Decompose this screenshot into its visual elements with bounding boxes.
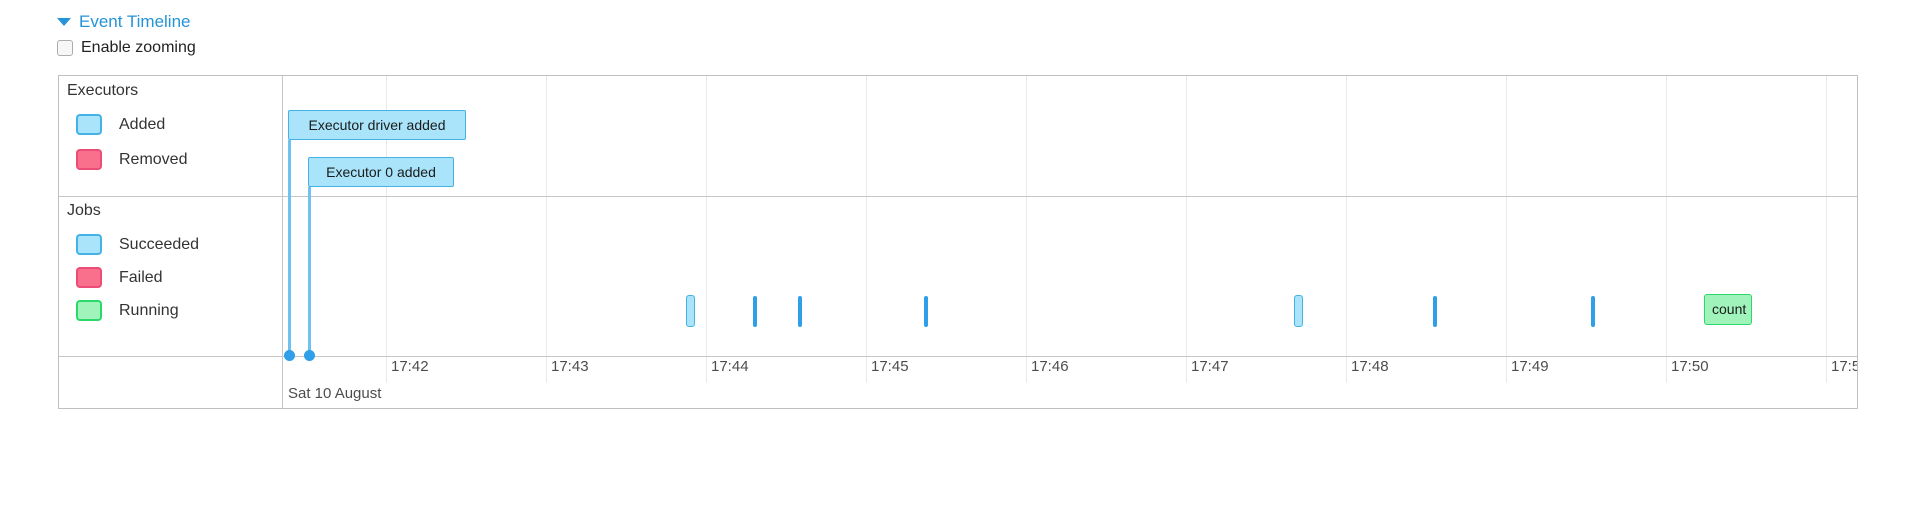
legend-item-added: Added (76, 114, 165, 135)
legend-item-removed: Removed (76, 149, 187, 170)
legend-label: Succeeded (119, 235, 200, 253)
axis-label: 17:46 (1031, 358, 1069, 375)
running-swatch (76, 300, 102, 321)
gridline (1186, 76, 1187, 356)
axis-label: 17:47 (1191, 358, 1229, 375)
axis-label: 17:42 (391, 358, 429, 375)
gridline (866, 76, 867, 356)
added-swatch (76, 114, 102, 135)
timeline-chart[interactable]: Executors Added Removed Jobs Succeeded F… (58, 75, 1858, 409)
legend-label: Running (119, 301, 179, 319)
job-item[interactable] (686, 295, 695, 327)
gridline (1346, 76, 1347, 356)
legend-label: Added (119, 115, 166, 133)
axis-tick (1346, 356, 1347, 383)
enable-zooming-checkbox[interactable] (57, 40, 73, 56)
event-dot (304, 350, 315, 361)
gridline (706, 76, 707, 356)
enable-zooming-row: Enable zooming (57, 39, 196, 57)
legend-item-running: Running (76, 300, 179, 321)
failed-swatch (76, 267, 102, 288)
gridline (1666, 76, 1667, 356)
legend-item-succeeded: Succeeded (76, 234, 199, 255)
axis-tick (866, 356, 867, 383)
event-dot (284, 350, 295, 361)
enable-zooming-label: Enable zooming (81, 39, 196, 56)
axis-tick (546, 356, 547, 383)
gridline (1506, 76, 1507, 356)
gridline (386, 76, 387, 356)
caret-down-icon (57, 18, 71, 26)
section-title: Event Timeline (79, 12, 191, 31)
job-item[interactable] (924, 296, 928, 327)
executor-driver-added-item[interactable]: Executor driver added (288, 110, 466, 140)
axis-tick (386, 356, 387, 383)
axis-tick (1506, 356, 1507, 383)
job-item[interactable] (1294, 295, 1303, 327)
job-item[interactable] (753, 296, 757, 327)
legend-item-failed: Failed (76, 267, 163, 288)
axis-label: 17:49 (1511, 358, 1549, 375)
axis-tick (706, 356, 707, 383)
removed-swatch (76, 149, 102, 170)
event-timeline-toggle[interactable]: Event Timeline (57, 12, 191, 32)
axis-label: 17:50 (1671, 358, 1709, 375)
group-divider (59, 196, 1857, 197)
running-job-count-item[interactable]: count (1704, 294, 1752, 325)
executor-0-added-item[interactable]: Executor 0 added (308, 157, 454, 187)
group-label-jobs: Jobs (67, 202, 101, 219)
axis-tick (1826, 356, 1827, 383)
succeeded-swatch (76, 234, 102, 255)
axis-label: 17:43 (551, 358, 589, 375)
legend-label: Removed (119, 150, 188, 168)
axis-label: 17:45 (871, 358, 909, 375)
axis-label: 17:48 (1351, 358, 1389, 375)
group-label-executors: Executors (67, 82, 139, 99)
axis-label: 17:5 (1831, 358, 1858, 375)
axis-line (59, 356, 1857, 357)
gridline (546, 76, 547, 356)
axis-tick (1186, 356, 1187, 383)
job-item[interactable] (1591, 296, 1595, 327)
axis-tick (1666, 356, 1667, 383)
axis-tick (1026, 356, 1027, 383)
axis-date-label: Sat 10 August (288, 385, 382, 402)
job-item[interactable] (1433, 296, 1437, 327)
gridline (1026, 76, 1027, 356)
event-stem (288, 140, 291, 356)
axis-label: 17:44 (711, 358, 749, 375)
legend-label: Failed (119, 268, 163, 286)
job-item[interactable] (798, 296, 802, 327)
gridline (1826, 76, 1827, 356)
event-stem (308, 187, 311, 356)
legend-column-divider (282, 76, 283, 408)
